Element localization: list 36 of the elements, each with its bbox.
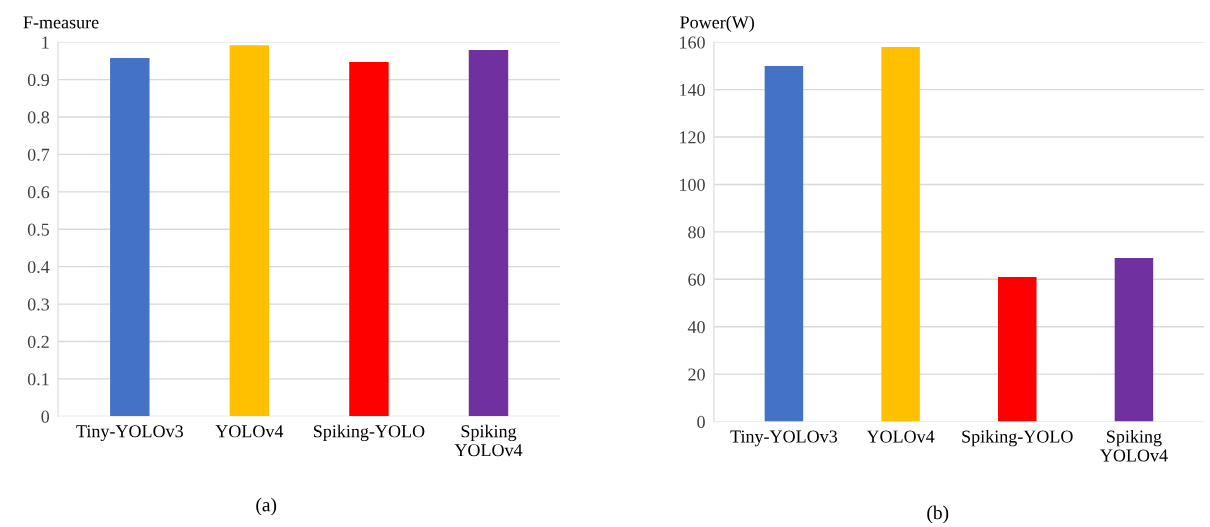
x-tick-label: Spiking-YOLO	[962, 429, 1073, 447]
y-tick-label: 0.6	[27, 186, 50, 199]
x-tick-label: Tiny-YOLOv3	[76, 425, 183, 442]
y-tick-label: 60	[688, 273, 705, 286]
bar	[764, 65, 804, 422]
y-tick-label: 0	[697, 415, 705, 429]
y-tick-label: 1	[42, 36, 49, 49]
x-tick-label: Spiking YOLOv4	[454, 424, 523, 457]
y-tick-label: 100	[680, 178, 705, 191]
x-tick-label: YOLOv4	[866, 430, 935, 443]
x-tick-label: Spiking YOLOv4	[1100, 429, 1168, 462]
y-tick-label: 0	[41, 410, 50, 423]
y-tick-label: 40	[687, 321, 705, 334]
x-tick-label: YOLOv4	[215, 425, 284, 438]
y-tick-label: 120	[680, 131, 705, 144]
y-tick-label: 80	[688, 226, 705, 239]
y-tick-label: 0.8	[27, 111, 50, 124]
y-tick-label: 0.7	[27, 148, 50, 161]
bar	[881, 46, 920, 422]
x-tick-label: Spiking-YOLO	[313, 424, 425, 442]
bar	[1114, 257, 1154, 422]
y-tick-label: 0.4	[27, 260, 50, 274]
bar	[998, 276, 1037, 422]
y-tick-label: 140	[680, 83, 705, 97]
y-axis-title: F-measure	[23, 16, 99, 29]
x-tick-label: Tiny-YOLOv3	[730, 430, 838, 447]
y-tick-label: 0.3	[27, 298, 50, 311]
y-tick-label: 0.1	[27, 373, 49, 386]
y-axis-title: Power(W)	[680, 15, 755, 33]
text: (a)	[256, 497, 277, 516]
y-tick-label: 0.9	[27, 73, 50, 87]
y-tick-label: 160	[680, 36, 705, 49]
y-tick-label: 0.2	[27, 335, 49, 349]
y-tick-label: 0.5	[27, 223, 50, 236]
text: (b)	[927, 505, 949, 524]
y-tick-label: 20	[688, 368, 705, 381]
